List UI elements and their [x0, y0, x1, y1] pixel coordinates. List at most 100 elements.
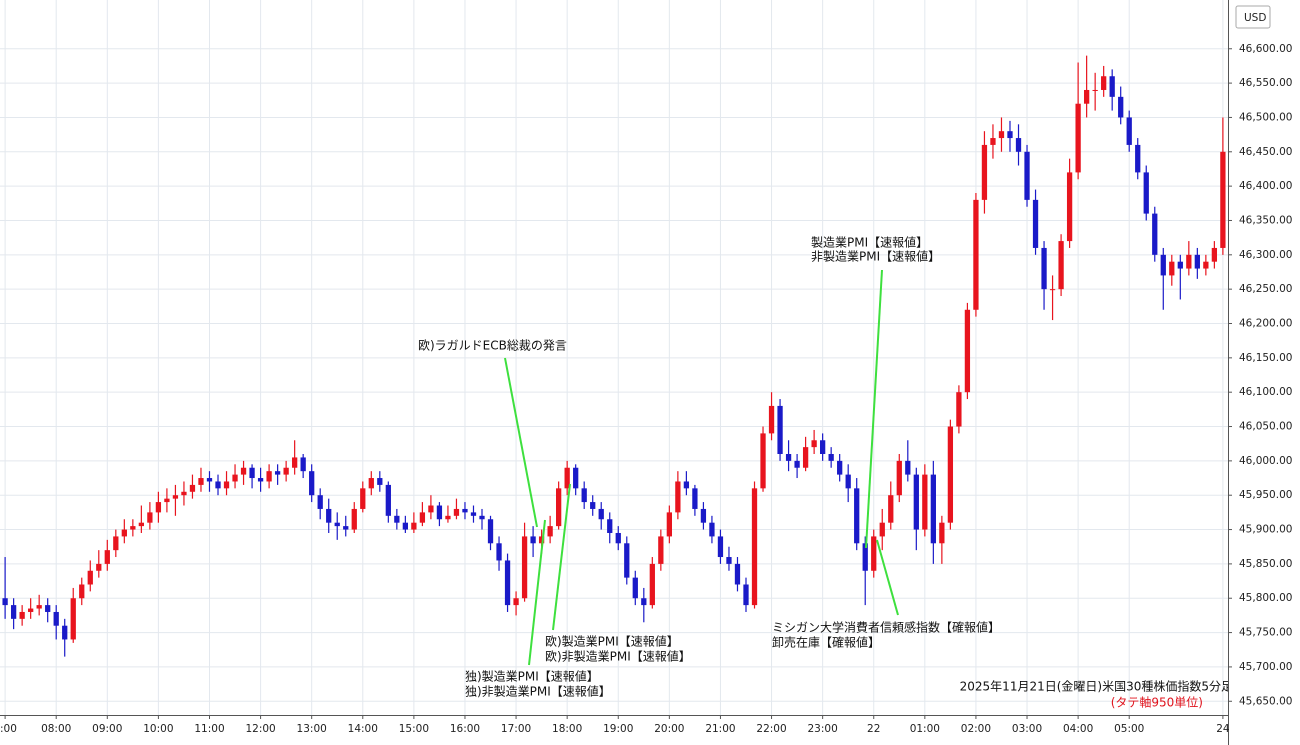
- y-tick-label: 46,600.00: [1239, 43, 1292, 55]
- y-tick-label: 46,050.00: [1239, 421, 1292, 433]
- candle-body: [283, 467, 289, 475]
- candle-body: [615, 532, 621, 544]
- candle-body: [1211, 247, 1218, 262]
- annotation-text: ミシガン大学消費者信頼感指数【確報値】: [772, 620, 1000, 635]
- candle-body: [1058, 241, 1064, 290]
- annotation-pointer: [865, 269, 883, 549]
- candle-body: [581, 488, 587, 503]
- y-axis-panel: [1228, 0, 1300, 745]
- x-tick-label: 08:00: [41, 723, 71, 735]
- candle-body: [802, 447, 809, 468]
- x-tick-label: 18:00: [552, 723, 582, 735]
- x-tick-label: 10:00: [143, 723, 173, 735]
- candle-body: [240, 467, 247, 475]
- candle-body: [70, 598, 76, 640]
- candle-body: [709, 522, 715, 537]
- candle-body: [547, 526, 553, 537]
- candle-body: [309, 471, 315, 496]
- candle-body: [828, 454, 834, 461]
- annotation-text: 卸売在庫【確報値】: [772, 635, 880, 650]
- candle-body: [360, 488, 366, 509]
- x-tick-label: 22:00: [756, 723, 786, 735]
- candle-body: [939, 522, 945, 544]
- candle-body: [1126, 117, 1132, 145]
- candle-body: [777, 405, 783, 455]
- axes: 46,600.00 46,550.00 46,500.00 46,450.00 46,4…: [0, 43, 1292, 735]
- candle-body: [666, 512, 672, 537]
- y-tick-label: 46,300.00: [1239, 249, 1292, 261]
- x-tick-label: 01:00: [910, 723, 940, 735]
- candle-body: [1160, 254, 1166, 276]
- candles: [2, 55, 1226, 657]
- candle-body: [385, 484, 391, 516]
- candle-body: [300, 457, 306, 472]
- candle-body: [1049, 289, 1056, 291]
- candle-body: [556, 488, 562, 527]
- candle-body: [1041, 247, 1047, 290]
- candle-body: [1169, 261, 1175, 276]
- candle-body: [700, 508, 707, 523]
- candle-body: [956, 392, 962, 427]
- y-tick-label: 46,500.00: [1239, 111, 1292, 123]
- candle-body: [189, 484, 196, 492]
- x-tick-label: 17:00: [501, 723, 531, 735]
- y-tick-label: 46,200.00: [1239, 318, 1292, 330]
- candle-body: [206, 478, 213, 482]
- annotation-text: 欧)製造業PMI【速報値】: [545, 634, 679, 649]
- x-tick-label: 6:00: [0, 723, 17, 735]
- candle-body: [79, 584, 85, 599]
- candle-body: [1092, 89, 1098, 91]
- candle-body: [87, 570, 93, 585]
- candle-body: [2, 598, 8, 606]
- x-tick-label: 11:00: [194, 723, 224, 735]
- candle-body: [726, 557, 732, 564]
- y-tick-label: 45,900.00: [1239, 524, 1292, 536]
- candle-body: [155, 502, 162, 513]
- candle-body: [607, 519, 613, 533]
- candle-body: [564, 467, 570, 489]
- x-tick-label: 09:00: [92, 723, 122, 735]
- candle-body: [274, 471, 281, 475]
- annotations: 欧)ラガルドECB総裁の発言 製造業PMI【速報値】 非製造業PMI【速報値】 …: [418, 235, 1000, 699]
- annotation-pointer: [504, 357, 538, 528]
- candle-body: [1143, 172, 1149, 214]
- x-axis-panel: [0, 715, 1228, 745]
- candle-body: [113, 536, 119, 551]
- candle-body: [675, 481, 681, 513]
- y-tick-label: 45,800.00: [1239, 592, 1292, 604]
- candle-body: [837, 460, 843, 475]
- candle-body: [820, 440, 826, 455]
- candle-body: [973, 199, 979, 310]
- candle-body: [981, 144, 988, 200]
- candle-body: [104, 550, 110, 564]
- grid: [0, 0, 1228, 715]
- candle-body: [624, 543, 630, 578]
- candle-body: [1118, 96, 1124, 118]
- candle-body: [590, 502, 596, 509]
- candle-body: [947, 426, 954, 523]
- candle-body: [164, 498, 170, 503]
- candle-body: [521, 536, 528, 599]
- candle-body: [768, 405, 775, 434]
- x-tick-label: 12:00: [245, 723, 275, 735]
- candle-body: [760, 433, 766, 489]
- candle-body: [223, 481, 230, 489]
- y-tick-label: 46,550.00: [1239, 77, 1292, 89]
- candle-body: [130, 526, 136, 530]
- x-tick-label: 23:00: [808, 723, 838, 735]
- candle-body: [598, 508, 604, 520]
- candle-body: [121, 529, 127, 537]
- candle-body: [717, 536, 724, 558]
- y-tick-label: 46,250.00: [1239, 283, 1292, 295]
- candle-body: [249, 467, 255, 479]
- candle-body: [1152, 213, 1158, 255]
- candle-body: [317, 495, 323, 509]
- candle-body: [913, 474, 919, 530]
- candle-body: [453, 508, 460, 516]
- candle-body: [62, 625, 68, 640]
- x-tick-label: 04:00: [1063, 723, 1093, 735]
- candle-body: [479, 515, 485, 520]
- candle-body: [922, 474, 928, 530]
